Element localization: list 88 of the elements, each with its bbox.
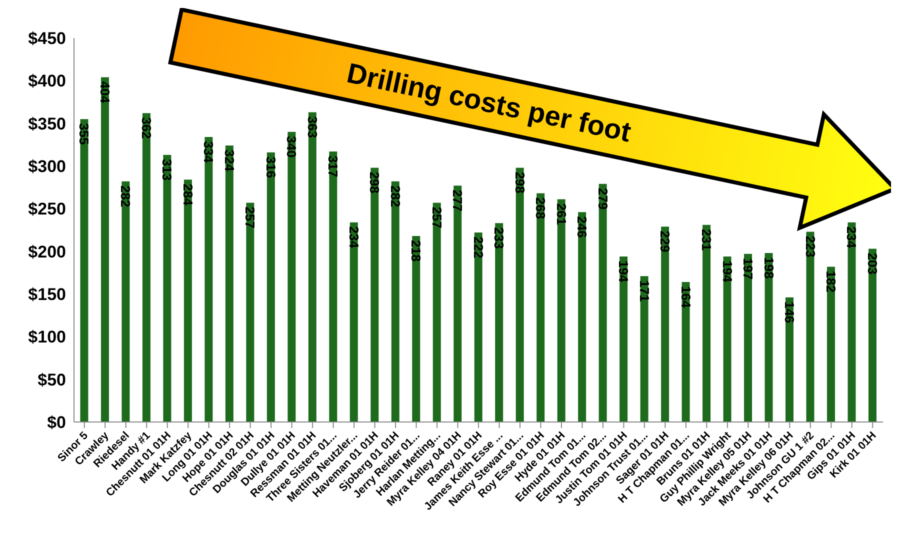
data-label: 246 xyxy=(574,216,590,238)
data-label: 282 xyxy=(118,185,134,208)
data-label: 363 xyxy=(304,116,320,138)
bar xyxy=(826,266,835,422)
data-label: 182 xyxy=(823,270,838,292)
data-label: 284 xyxy=(180,184,196,206)
bar xyxy=(702,224,711,422)
data-label: 317 xyxy=(326,155,341,178)
bar xyxy=(308,112,316,422)
y-tick-label: $100 xyxy=(28,328,66,347)
bar xyxy=(329,151,338,422)
bar xyxy=(266,152,275,422)
bar xyxy=(432,202,441,422)
bar xyxy=(598,184,607,422)
y-tick-label: $450 xyxy=(28,29,66,48)
data-label: 164 xyxy=(678,286,694,309)
bar xyxy=(848,222,856,422)
bar xyxy=(682,282,690,422)
bar xyxy=(350,222,358,422)
data-label: 362 xyxy=(138,117,154,139)
data-label: 282 xyxy=(388,185,403,208)
bar xyxy=(474,232,482,422)
data-label: 203 xyxy=(864,252,880,274)
data-label: 279 xyxy=(595,188,610,210)
bar xyxy=(100,77,109,422)
data-label: 313 xyxy=(160,158,175,181)
bar xyxy=(516,168,524,422)
data-label: 268 xyxy=(533,197,548,220)
data-label: 234 xyxy=(844,226,860,249)
data-label: 223 xyxy=(802,236,818,258)
y-tick-label: $250 xyxy=(28,200,66,219)
bar xyxy=(391,181,400,422)
y-tick-label: $400 xyxy=(28,72,66,91)
data-label: 340 xyxy=(284,136,300,158)
bar xyxy=(142,113,150,422)
bar xyxy=(764,253,773,422)
bar xyxy=(640,276,648,422)
bar xyxy=(661,226,670,422)
data-label: 198 xyxy=(761,257,776,279)
bar xyxy=(620,256,628,422)
data-label: 316 xyxy=(263,156,278,178)
bar xyxy=(80,119,88,422)
data-label: 231 xyxy=(699,228,714,251)
data-label: 197 xyxy=(740,258,756,280)
data-label: 222 xyxy=(470,236,486,258)
data-label: 404 xyxy=(97,81,112,104)
data-label: 261 xyxy=(554,203,569,225)
bar xyxy=(204,136,213,422)
data-label: 194 xyxy=(720,260,735,283)
data-label: 298 xyxy=(367,172,382,194)
bar xyxy=(454,186,462,422)
data-label: 233 xyxy=(492,227,507,249)
y-tick-label: $150 xyxy=(28,285,66,304)
bar xyxy=(412,236,420,422)
bar xyxy=(288,132,296,422)
bar xyxy=(225,146,234,422)
data-label: 218 xyxy=(408,240,424,262)
data-label: 257 xyxy=(429,206,444,228)
data-label: 257 xyxy=(242,206,258,228)
y-tick-label: $0 xyxy=(47,413,66,432)
bar xyxy=(536,193,545,422)
bar xyxy=(184,180,192,422)
bar xyxy=(723,256,732,422)
y-tick-label: $200 xyxy=(28,242,66,262)
bar xyxy=(744,254,752,422)
data-label: 194 xyxy=(616,260,632,283)
y-tick-label: $300 xyxy=(28,157,66,176)
y-tick-label: $350 xyxy=(28,114,66,134)
bar xyxy=(868,248,876,422)
data-label: 355 xyxy=(76,123,92,145)
bar xyxy=(557,199,566,422)
data-label: 234 xyxy=(346,226,362,249)
data-label: 298 xyxy=(512,172,528,194)
data-label: 277 xyxy=(450,190,466,212)
y-tick-label: $50 xyxy=(38,370,66,390)
bar xyxy=(163,154,172,422)
bar xyxy=(495,223,504,422)
data-label: 171 xyxy=(636,280,652,302)
bar xyxy=(578,212,586,422)
bar xyxy=(370,168,379,422)
bar xyxy=(806,232,814,422)
data-label: 146 xyxy=(782,301,798,324)
bar xyxy=(122,181,130,422)
data-label: 324 xyxy=(222,150,237,172)
data-label: 229 xyxy=(658,230,673,252)
data-label: 334 xyxy=(201,140,216,164)
text: Drilling costs per foot xyxy=(344,57,634,148)
bar xyxy=(246,202,254,422)
